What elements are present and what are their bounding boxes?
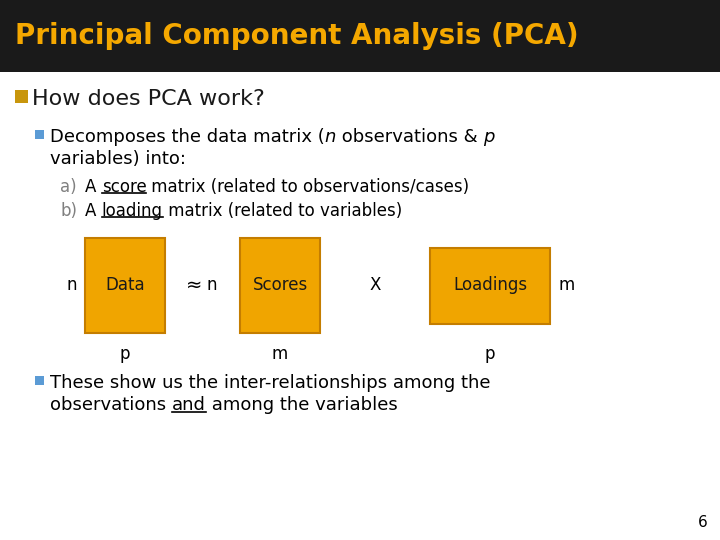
Text: n: n <box>67 276 78 294</box>
Text: p: p <box>120 345 130 363</box>
Bar <box>15 90 28 103</box>
Text: loading: loading <box>102 202 163 220</box>
Text: variables) into:: variables) into: <box>50 150 186 168</box>
Text: A: A <box>85 178 102 196</box>
Text: A: A <box>85 202 102 220</box>
FancyBboxPatch shape <box>240 238 320 333</box>
FancyBboxPatch shape <box>85 238 165 333</box>
Text: Principal Component Analysis (PCA): Principal Component Analysis (PCA) <box>15 22 579 50</box>
Text: How does PCA work?: How does PCA work? <box>32 89 265 109</box>
Text: b): b) <box>60 202 77 220</box>
Text: ≈: ≈ <box>186 276 203 295</box>
Text: and: and <box>172 396 206 414</box>
Text: Data: Data <box>105 276 145 294</box>
Text: X: X <box>369 276 381 294</box>
Bar <box>35 376 44 385</box>
Text: p: p <box>485 345 495 363</box>
Bar <box>0 0 720 72</box>
Text: n: n <box>325 128 336 146</box>
Text: Scores: Scores <box>253 276 307 294</box>
Text: These show us the inter-relationships among the: These show us the inter-relationships am… <box>50 374 490 392</box>
Text: matrix (related to observations/cases): matrix (related to observations/cases) <box>146 178 469 196</box>
Text: m: m <box>272 345 288 363</box>
Text: 6: 6 <box>698 515 708 530</box>
Text: Loadings: Loadings <box>453 276 527 294</box>
Bar <box>35 130 44 139</box>
Text: m: m <box>558 276 575 294</box>
Text: a): a) <box>60 178 76 196</box>
Text: observations: observations <box>50 396 172 414</box>
FancyBboxPatch shape <box>430 247 550 323</box>
Text: Decomposes the data matrix (: Decomposes the data matrix ( <box>50 128 325 146</box>
Text: observations &: observations & <box>336 128 484 146</box>
Text: score: score <box>102 178 146 196</box>
Text: p: p <box>484 128 495 146</box>
Text: n: n <box>207 276 217 294</box>
Text: among the variables: among the variables <box>206 396 397 414</box>
Text: matrix (related to variables): matrix (related to variables) <box>163 202 402 220</box>
